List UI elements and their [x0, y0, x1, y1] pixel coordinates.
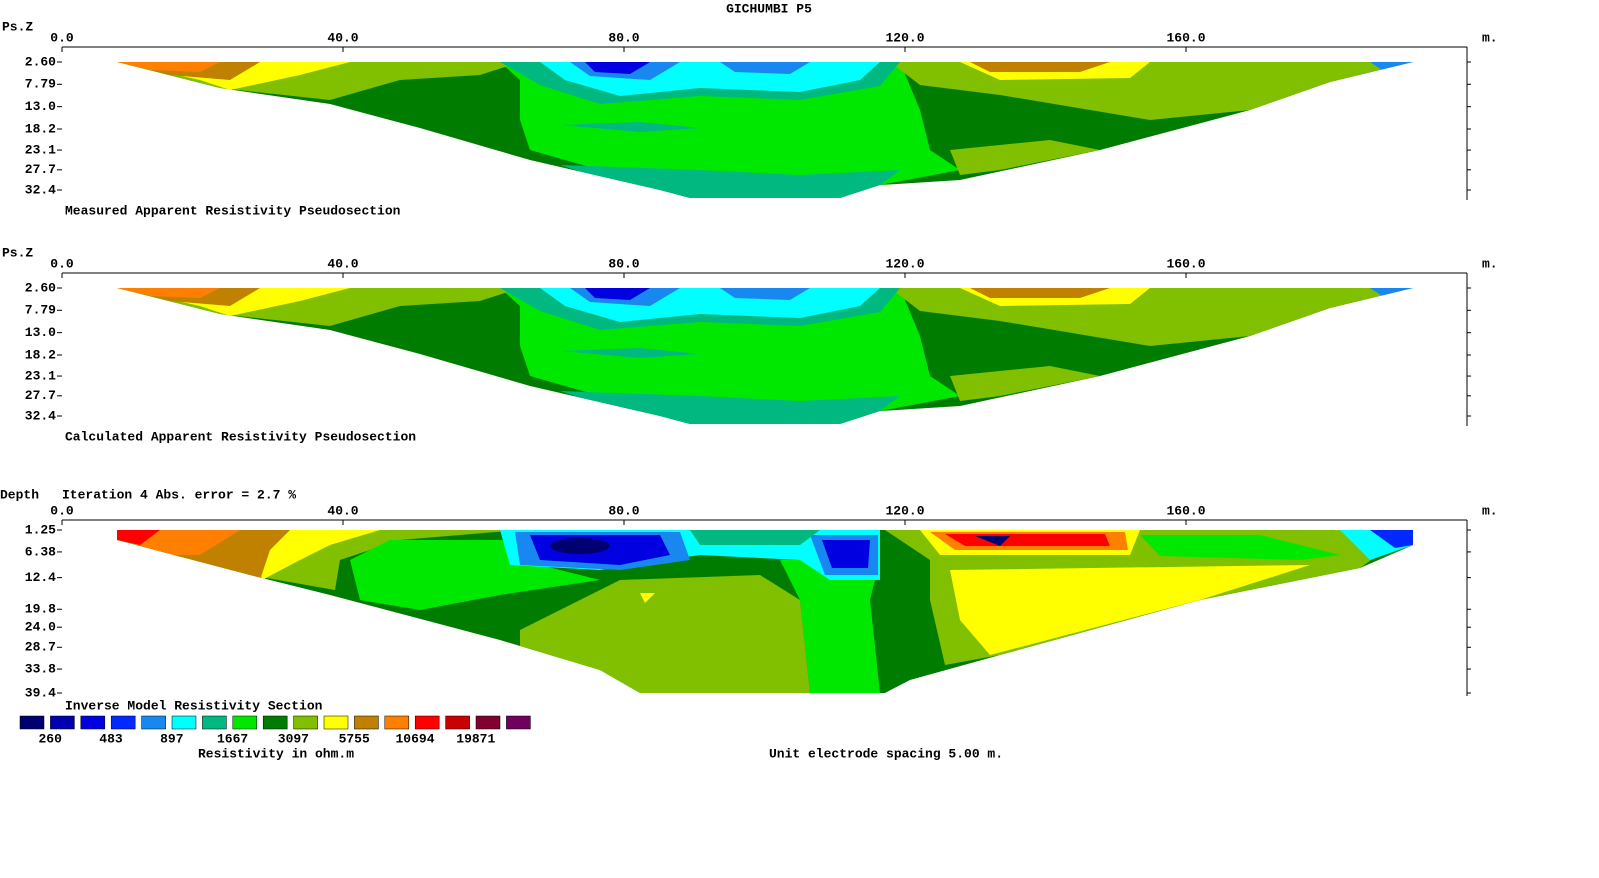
section-caption: Measured Apparent Resistivity Pseudosect…: [65, 203, 401, 218]
legend-swatch: [202, 715, 227, 730]
legend-swatch: [354, 715, 379, 730]
y-tick-label: 6.38: [25, 544, 56, 559]
legend-swatch: [232, 715, 258, 730]
x-tick-label: 80.0: [608, 30, 639, 45]
x-tick-label: 0.0: [50, 30, 74, 45]
y-tick-label: 1.25: [25, 522, 56, 537]
legend-swatch: [414, 715, 440, 730]
y-tick-label: 7.79: [25, 303, 56, 318]
legend-label: 3097: [278, 731, 309, 746]
x-tick-label: 120.0: [885, 256, 924, 271]
x-tick-label: 120.0: [885, 30, 924, 45]
x-tick-label: 40.0: [327, 256, 358, 271]
legend-swatch: [445, 715, 470, 730]
legend-swatch: [50, 715, 75, 730]
legend-label: 1667: [217, 731, 248, 746]
x-tick-label: 0.0: [50, 256, 74, 271]
y-tick-label: 13.0: [25, 325, 56, 340]
x-unit: m.: [1482, 256, 1498, 271]
x-tick-label: 40.0: [327, 503, 358, 518]
contour-fill: [117, 530, 1413, 693]
iteration-note: Iteration 4 Abs. error = 2.7 %: [62, 487, 296, 502]
x-tick-label: 40.0: [327, 30, 358, 45]
contour-fill: [100, 281, 1430, 431]
legend-swatch: [19, 715, 45, 730]
footnote: Unit electrode spacing 5.00 m.: [769, 746, 1003, 761]
y-tick-label: 32.4: [25, 408, 56, 423]
x-tick-label: 160.0: [1166, 503, 1205, 518]
legend-swatch: [80, 715, 106, 730]
contour-fill: [100, 55, 1430, 205]
legend-label: 897: [160, 731, 183, 746]
y-tick-label: 39.4: [25, 685, 56, 700]
legend-swatch: [384, 715, 410, 730]
y-tick-label: 12.4: [25, 570, 56, 585]
figure-title: GICHUMBI P5: [726, 1, 812, 16]
y-axis-label: Ps.Z: [2, 245, 33, 260]
x-tick-label: 80.0: [608, 256, 639, 271]
y-tick-label: 2.60: [25, 54, 56, 69]
y-axis-label: Depth: [0, 487, 39, 502]
y-tick-label: 27.7: [25, 388, 56, 403]
legend-swatch: [475, 715, 501, 730]
x-tick-label: 80.0: [608, 503, 639, 518]
x-tick-label: 160.0: [1166, 30, 1205, 45]
legend-label: 483: [99, 731, 123, 746]
y-tick-label: 18.2: [25, 347, 56, 362]
y-tick-label: 27.7: [25, 162, 56, 177]
x-unit: m.: [1482, 30, 1498, 45]
legend-swatch: [293, 715, 318, 730]
legend-swatch: [171, 715, 197, 730]
y-tick-label: 28.7: [25, 640, 56, 655]
legend-swatch: [262, 715, 288, 730]
legend-swatch: [141, 715, 166, 730]
y-tick-label: 19.8: [25, 602, 56, 617]
y-tick-label: 23.1: [25, 368, 56, 383]
legend-swatch: [110, 715, 136, 730]
x-tick-label: 120.0: [885, 503, 924, 518]
y-axis-label: Ps.Z: [2, 19, 33, 34]
y-tick-label: 18.2: [25, 121, 56, 136]
section-caption: Calculated Apparent Resistivity Pseudose…: [65, 429, 416, 444]
x-tick-label: 0.0: [50, 503, 74, 518]
y-tick-label: 23.1: [25, 142, 56, 157]
legend-label: 10694: [395, 731, 434, 746]
y-tick-label: 32.4: [25, 182, 56, 197]
y-tick-label: 7.79: [25, 77, 56, 92]
legend-swatch: [506, 715, 531, 730]
x-unit: m.: [1482, 503, 1498, 518]
y-tick-label: 33.8: [25, 662, 56, 677]
y-tick-label: 2.60: [25, 280, 56, 295]
legend-label: 5755: [339, 731, 370, 746]
legend-unit: Resistivity in ohm.m: [198, 746, 354, 761]
legend-label: 19871: [456, 731, 495, 746]
y-tick-label: 24.0: [25, 620, 56, 635]
x-tick-label: 160.0: [1166, 256, 1205, 271]
legend-label: 260: [38, 731, 62, 746]
y-tick-label: 13.0: [25, 99, 56, 114]
section-caption: Inverse Model Resistivity Section: [65, 698, 323, 713]
legend-swatch: [323, 715, 349, 730]
